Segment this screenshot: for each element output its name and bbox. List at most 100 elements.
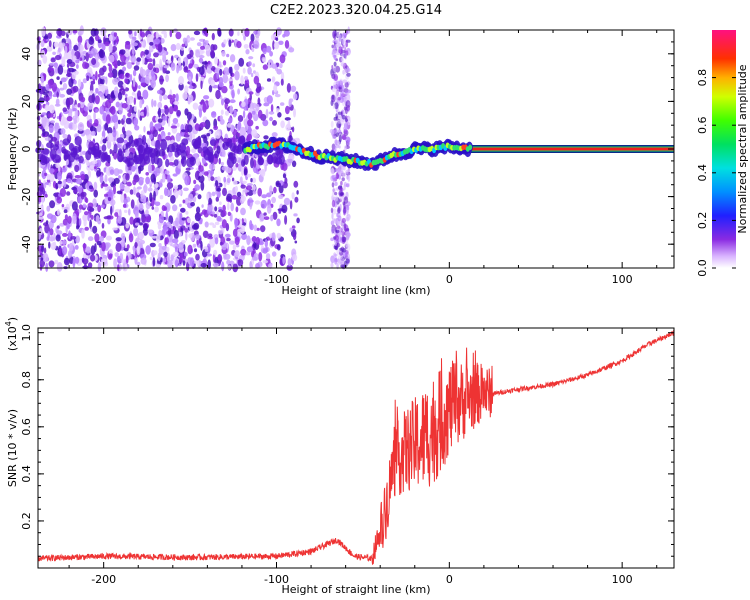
noise-dot [57, 47, 61, 53]
noise-dot [114, 177, 120, 184]
noise-dot [284, 40, 290, 49]
noise-dot [49, 228, 54, 236]
noise-dot [90, 245, 96, 256]
noise-dot [85, 52, 89, 62]
noise-dot [211, 191, 216, 197]
noise-dot [247, 199, 254, 203]
noise-dot [142, 134, 147, 146]
frequency-trace [241, 136, 674, 171]
noise-dot [60, 120, 66, 126]
noise-dot [118, 104, 123, 115]
noise-dot [165, 158, 170, 168]
noise-dot [131, 42, 138, 47]
noise-dot [172, 204, 178, 212]
noise-dot [184, 66, 188, 71]
noise-dot [68, 250, 73, 258]
noise-dot [53, 41, 59, 48]
noise-dot [281, 204, 288, 214]
noise-dot [89, 118, 93, 124]
noise-dot [125, 255, 129, 264]
noise-dot [247, 66, 252, 75]
noise-dot [79, 44, 84, 53]
noise-dot [73, 153, 80, 160]
noise-dot [111, 45, 117, 52]
noise-dot [265, 108, 269, 119]
noise-dot [133, 156, 140, 165]
noise-dot [260, 199, 267, 209]
noise-dot [141, 55, 145, 65]
noise-dot [338, 170, 343, 176]
noise-dot [38, 216, 44, 220]
noise-dot [43, 35, 49, 40]
noise-dot [83, 218, 87, 227]
noise-dot [334, 253, 338, 257]
noise-dot [184, 123, 189, 133]
noise-dot [47, 113, 54, 118]
noise-dot [202, 230, 209, 238]
noise-dot [237, 115, 244, 122]
noise-dot [68, 153, 76, 163]
noise-dot [271, 63, 277, 69]
noise-dot [346, 204, 350, 211]
noise-dot [296, 217, 300, 224]
noise-dot [175, 217, 179, 227]
noise-dot [100, 31, 104, 36]
noise-dot [126, 96, 134, 105]
noise-dot [72, 145, 80, 155]
noise-dot [342, 172, 347, 177]
noise-dot [177, 56, 182, 66]
noise-dot [138, 203, 144, 212]
noise-dot [221, 50, 226, 57]
noise-dot [128, 233, 134, 243]
noise-dot [44, 137, 51, 141]
noise-dot [85, 197, 89, 204]
noise-dot [145, 245, 151, 255]
noise-dot [253, 75, 260, 85]
noise-dot [247, 133, 253, 141]
noise-dot [191, 138, 199, 147]
noise-dot [260, 225, 266, 233]
noise-dot [170, 195, 176, 204]
noise-dot [101, 144, 107, 152]
noise-dot [153, 67, 156, 73]
noise-dot [236, 244, 240, 248]
noise-dot [78, 185, 83, 194]
noise-dot [250, 178, 253, 183]
noise-dot [59, 188, 67, 197]
noise-dot [60, 128, 66, 135]
noise-dot [231, 89, 235, 99]
noise-dot [99, 235, 104, 242]
noise-dot [331, 44, 335, 49]
noise-dot [237, 132, 241, 138]
noise-dot [87, 50, 94, 55]
noise-dot [211, 111, 217, 118]
noise-dot [126, 244, 130, 250]
noise-dot [227, 78, 234, 82]
noise-dot [188, 63, 193, 69]
noise-dot [273, 84, 278, 93]
noise-dot [46, 213, 54, 220]
noise-dot [289, 200, 293, 210]
noise-dot [292, 232, 297, 241]
noise-dot [331, 199, 336, 208]
noise-dot [237, 121, 242, 131]
noise-dot [87, 262, 93, 269]
noise-dot [341, 50, 346, 54]
noise-dot [78, 209, 82, 213]
noise-dot [149, 256, 153, 261]
noise-dot [238, 57, 245, 67]
noise-dot [76, 64, 79, 69]
noise-dot [153, 190, 156, 201]
noise-dot [232, 110, 237, 118]
noise-dot [278, 63, 283, 69]
noise-dot [286, 83, 291, 93]
noise-dot [251, 110, 256, 115]
noise-dot [125, 72, 129, 77]
noise-dot [200, 212, 203, 217]
noise-dot [45, 262, 49, 272]
noise-dot [138, 144, 144, 154]
snr-panel: -200 -100 0 100 0.2 0.4 0.6 0.8 1.0 Height of st… [4, 317, 675, 596]
noise-dot [229, 105, 233, 115]
colorbar: 0.0 0.2 0.4 0.6 0.8 Normalized spectral ampl… [696, 30, 749, 277]
noise-dot [49, 62, 55, 66]
